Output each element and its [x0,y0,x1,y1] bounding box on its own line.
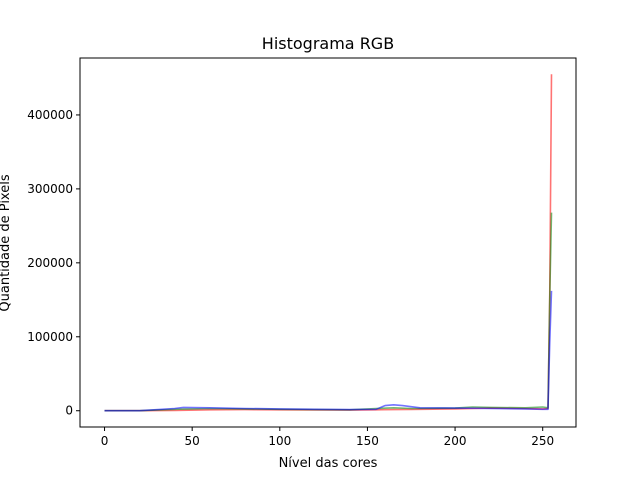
y-tick-label: 200000 [27,256,73,270]
y-axis: 0 100000 200000 300000 400000 [27,108,80,418]
x-tick-label: 200 [444,434,467,448]
chart-title: Histograma RGB [262,34,394,53]
x-tick-label: 150 [356,434,379,448]
y-axis-label: Quantidade de Pixels [0,174,13,311]
x-tick-label: 50 [185,434,200,448]
plot-frame [79,57,577,428]
x-tick-label: 100 [268,434,291,448]
y-tick-label: 400000 [27,108,73,122]
x-tick-label: 0 [101,434,109,448]
y-tick-label: 300000 [27,182,73,196]
x-axis: 0 50 100 150 200 250 [101,427,554,448]
series-line-3 [104,290,553,412]
series-layer [104,74,553,412]
y-tick-label: 100000 [27,330,73,344]
x-tick-label: 250 [531,434,554,448]
y-tick-label: 0 [65,404,73,418]
x-axis-label: Nível das cores [279,456,378,471]
